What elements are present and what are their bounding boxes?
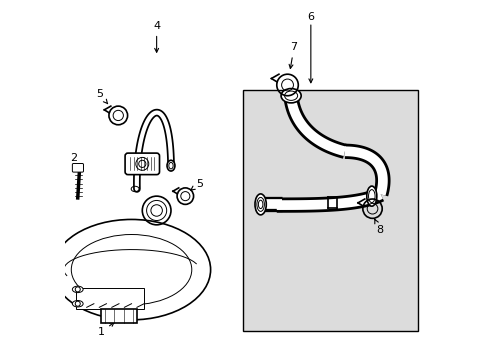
Ellipse shape: [281, 89, 301, 103]
Ellipse shape: [72, 286, 83, 293]
Text: 2: 2: [70, 153, 79, 169]
Text: 5: 5: [190, 179, 203, 190]
Ellipse shape: [366, 186, 376, 206]
FancyBboxPatch shape: [125, 153, 159, 175]
Ellipse shape: [72, 301, 83, 307]
Text: 5: 5: [96, 89, 107, 104]
Text: 3: 3: [128, 159, 139, 169]
Ellipse shape: [368, 190, 374, 203]
Ellipse shape: [52, 220, 210, 320]
Ellipse shape: [256, 197, 264, 211]
Text: 8: 8: [374, 219, 383, 235]
Ellipse shape: [254, 194, 266, 215]
Ellipse shape: [284, 91, 297, 100]
Text: 6: 6: [307, 12, 314, 22]
FancyBboxPatch shape: [72, 163, 83, 172]
Bar: [101, 309, 137, 323]
Text: 1: 1: [98, 322, 114, 337]
Ellipse shape: [167, 160, 175, 171]
Text: 4: 4: [153, 21, 160, 52]
Bar: [76, 288, 144, 309]
Bar: [242, 90, 418, 330]
Text: 7: 7: [288, 42, 297, 68]
Ellipse shape: [258, 200, 263, 208]
